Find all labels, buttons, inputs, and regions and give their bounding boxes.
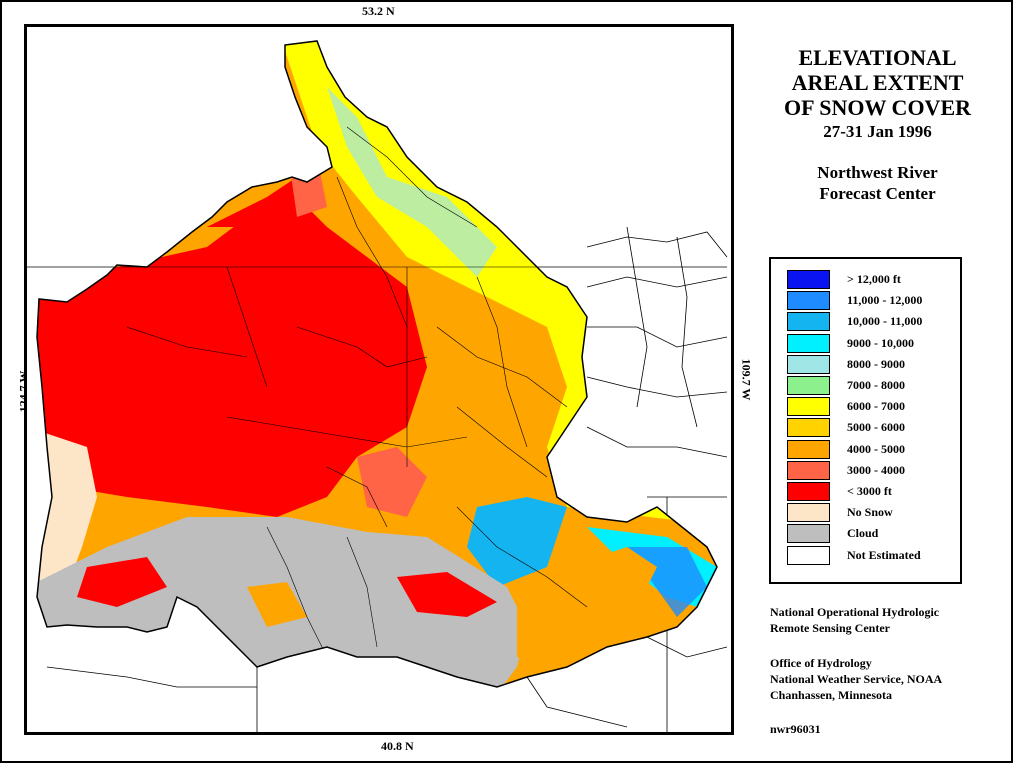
south-latitude-label: 40.8 N [381, 739, 414, 753]
snow-cover-map [24, 24, 734, 735]
basin-outline [36, 40, 718, 688]
east-longitude-label: 109.7 W [739, 358, 754, 401]
legend-label: > 12,000 ft [847, 272, 901, 286]
credits: National Operational Hydrologic Remote S… [770, 604, 942, 703]
legend-label: < 3000 ft [847, 484, 892, 498]
legend-swatch [787, 333, 830, 353]
map-graphic [27, 27, 731, 732]
legend-swatch [787, 397, 830, 417]
legend-swatch [787, 482, 830, 501]
title-line-3: OF SNOW COVER [783, 95, 972, 120]
center-name-line-2: Forecast Center [819, 184, 936, 203]
legend-swatch [787, 291, 830, 311]
legend-swatch [787, 503, 830, 523]
office-line-2: National Weather Service, NOAA [770, 672, 943, 686]
center-name-line-1: Northwest River [817, 163, 938, 182]
office-line-1: Office of Hydrology [770, 656, 872, 670]
legend-swatch [787, 545, 830, 565]
office-line-3: Chanhassen, Minnesota [770, 688, 893, 702]
title-block: ELEVATIONAL AREAL EXTENT OF SNOW COVER 2… [760, 45, 995, 204]
legend-label: Cloud [847, 526, 879, 541]
legend-label: Not Estimated [847, 547, 921, 562]
org-line-1: National Operational Hydrologic [770, 605, 940, 619]
north-latitude-label: 53.2 N [362, 4, 395, 18]
legend-label: 8000 - 9000 [847, 356, 905, 371]
legend-label: 4000 - 5000 [847, 441, 905, 456]
legend-swatch [787, 524, 830, 544]
legend-swatch [787, 376, 830, 395]
elevation-legend: > 12,000 ft 11,000 - 12,000 10,000 - 11,00… [769, 257, 962, 584]
legend-swatch [787, 354, 830, 374]
legend-swatch [787, 439, 830, 459]
legend-swatch [787, 270, 830, 289]
legend-label: 7000 - 8000 [847, 378, 905, 392]
legend-swatch [787, 460, 830, 480]
date-range: 27-31 Jan 1996 [823, 122, 932, 141]
org-line-2: Remote Sensing Center [770, 621, 890, 635]
legend-label: 3000 - 4000 [847, 462, 905, 477]
legend-label: 10,000 - 11,000 [847, 314, 923, 329]
legend-swatch [787, 312, 830, 332]
legend-label: No Snow [847, 505, 893, 520]
title-line-2: AREAL EXTENT [791, 70, 964, 95]
legend-label: 5000 - 6000 [847, 420, 905, 435]
legend-swatch [787, 418, 830, 438]
title-line-1: ELEVATIONAL [798, 45, 957, 70]
product-id: nwr96031 [770, 722, 821, 736]
legend-label: 9000 - 10,000 [847, 335, 914, 350]
legend-label: 6000 - 7000 [847, 399, 905, 414]
legend-label: 11,000 - 12,000 [847, 293, 923, 308]
